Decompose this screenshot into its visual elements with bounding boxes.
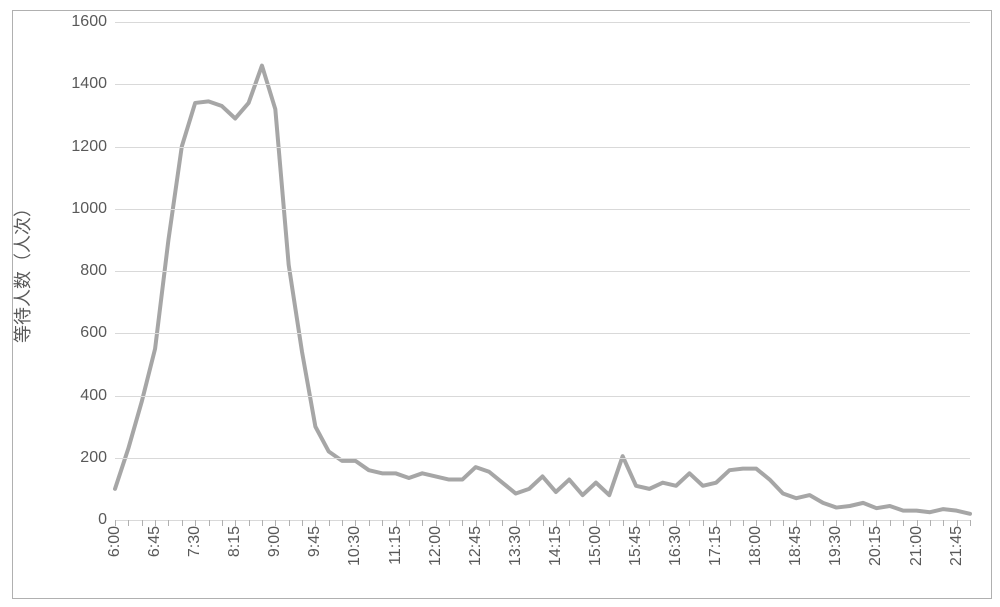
x-tick-mark: [168, 520, 169, 526]
y-tick-label: 1200: [71, 138, 107, 156]
y-tick-label: 600: [80, 324, 107, 342]
x-tick-label: 17:15: [707, 526, 725, 566]
x-tick-mark: [810, 520, 811, 526]
x-tick-label: 6:00: [106, 526, 124, 557]
x-tick-mark: [502, 520, 503, 526]
y-tick-label: 800: [80, 262, 107, 280]
x-tick-label: 9:45: [306, 526, 324, 557]
x-tick-mark: [703, 520, 704, 526]
gridline: [115, 22, 970, 23]
x-tick-mark: [262, 520, 263, 526]
x-tick-label: 6:45: [146, 526, 164, 557]
x-tick-mark: [850, 520, 851, 526]
x-tick-mark: [302, 520, 303, 526]
x-tick-mark: [823, 520, 824, 526]
y-tick-label: 1000: [71, 200, 107, 218]
y-tick-label: 400: [80, 387, 107, 405]
x-tick-label: 21:45: [948, 526, 966, 566]
x-tick-label: 16:30: [667, 526, 685, 566]
x-tick-mark: [730, 520, 731, 526]
x-tick-mark: [609, 520, 610, 526]
x-tick-mark: [943, 520, 944, 526]
x-tick-label: 15:00: [587, 526, 605, 566]
x-tick-label: 18:45: [787, 526, 805, 566]
x-tick-label: 14:15: [547, 526, 565, 566]
x-tick-mark: [783, 520, 784, 526]
x-tick-label: 11:15: [387, 526, 405, 565]
x-tick-label: 7:30: [186, 526, 204, 557]
gridline: [115, 271, 970, 272]
x-tick-mark: [770, 520, 771, 526]
x-tick-mark: [930, 520, 931, 526]
x-tick-mark: [970, 520, 971, 526]
chart-container: 等待人数（人次） 020040060080010001200140016006:…: [0, 0, 1000, 607]
x-tick-mark: [569, 520, 570, 526]
gridline: [115, 84, 970, 85]
x-tick-label: 10:30: [346, 526, 364, 566]
x-tick-label: 19:30: [827, 526, 845, 566]
x-tick-mark: [422, 520, 423, 526]
x-tick-mark: [583, 520, 584, 526]
x-tick-mark: [369, 520, 370, 526]
gridline: [115, 458, 970, 459]
x-tick-mark: [329, 520, 330, 526]
x-tick-mark: [342, 520, 343, 526]
x-tick-mark: [142, 520, 143, 526]
x-tick-mark: [623, 520, 624, 526]
x-tick-mark: [863, 520, 864, 526]
y-tick-label: 200: [80, 449, 107, 467]
x-tick-mark: [182, 520, 183, 526]
x-tick-mark: [489, 520, 490, 526]
y-tick-label: 1600: [71, 13, 107, 31]
x-tick-mark: [382, 520, 383, 526]
x-tick-mark: [449, 520, 450, 526]
x-tick-mark: [462, 520, 463, 526]
x-tick-mark: [543, 520, 544, 526]
y-tick-label: 1400: [71, 75, 107, 93]
gridline: [115, 209, 970, 210]
x-tick-mark: [209, 520, 210, 526]
gridline: [115, 333, 970, 334]
x-tick-mark: [289, 520, 290, 526]
x-tick-mark: [890, 520, 891, 526]
x-tick-mark: [249, 520, 250, 526]
x-tick-mark: [222, 520, 223, 526]
x-tick-label: 21:00: [908, 526, 926, 566]
x-tick-mark: [128, 520, 129, 526]
x-tick-label: 18:00: [747, 526, 765, 566]
x-tick-label: 13:30: [507, 526, 525, 566]
x-tick-mark: [903, 520, 904, 526]
plot-area: 020040060080010001200140016006:006:457:3…: [115, 22, 970, 520]
x-tick-mark: [529, 520, 530, 526]
x-tick-label: 15:45: [627, 526, 645, 566]
gridline: [115, 147, 970, 148]
gridline: [115, 396, 970, 397]
x-tick-mark: [663, 520, 664, 526]
x-tick-label: 8:15: [226, 526, 244, 557]
x-tick-mark: [689, 520, 690, 526]
x-tick-mark: [409, 520, 410, 526]
x-tick-label: 9:00: [266, 526, 284, 557]
x-tick-label: 20:15: [867, 526, 885, 566]
x-tick-label: 12:45: [467, 526, 485, 566]
x-tick-mark: [649, 520, 650, 526]
x-tick-mark: [743, 520, 744, 526]
x-tick-label: 12:00: [427, 526, 445, 566]
